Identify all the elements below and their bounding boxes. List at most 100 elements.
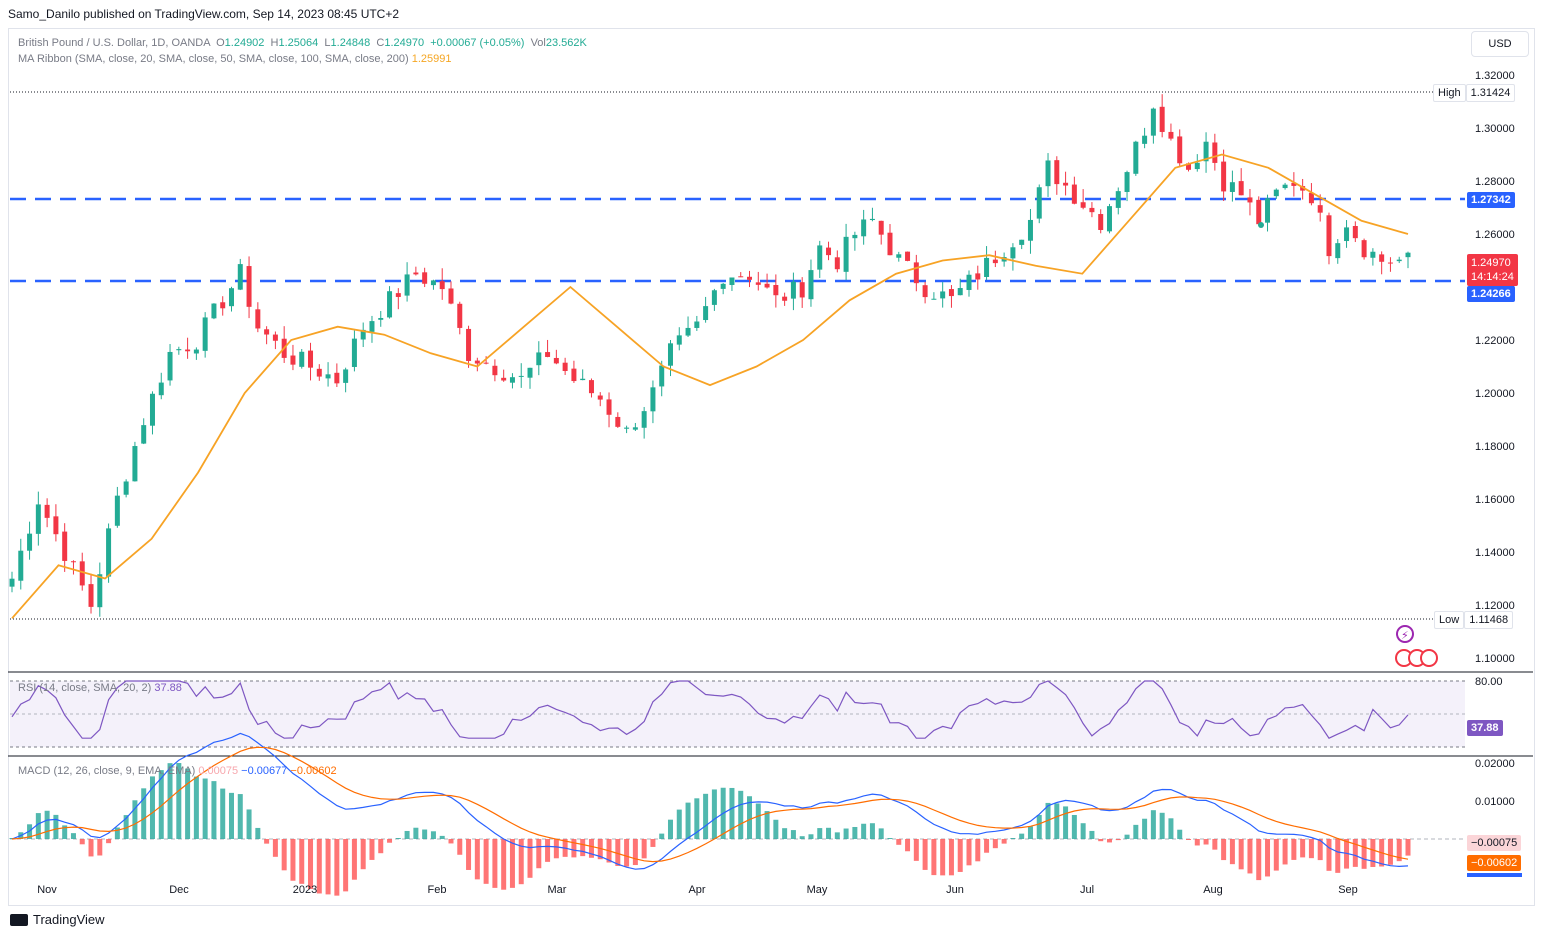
macd-bar [1036,814,1042,839]
candle-body [123,481,129,495]
macd-bar [650,839,656,847]
candle-body [808,270,814,300]
candle-body [852,234,858,239]
macd-bar [1177,829,1183,839]
macd-bar [281,839,287,871]
candle-body [729,277,735,285]
candle-body [404,274,410,296]
candle-body [106,528,112,577]
candle-body [747,276,753,280]
macd-bar [413,827,419,839]
candle-body [1159,106,1165,132]
x-tick-label: Nov [37,884,57,896]
ma-legend[interactable]: MA Ribbon (SMA, close, 20, SMA, close, 5… [18,53,452,65]
macd-line-tag [1467,873,1522,877]
macd-bar [1317,839,1323,861]
low-value: 1.24848 [330,37,371,49]
macd-bar [571,839,577,858]
y-tick-label: 1.32000 [1475,70,1515,82]
candle-body [1036,187,1042,219]
macd-bar [975,839,981,862]
current-price-tag: 1.24970 14:14:24 [1467,254,1518,286]
candle-body [360,329,366,340]
macd-bar [316,839,322,894]
macd-bar [1186,839,1192,840]
macd-bar [1308,839,1314,859]
lightning-glyph: ⚡ [1401,630,1409,642]
candle-body [711,290,717,305]
high-value: 1.25064 [278,37,319,49]
candle-body [62,531,68,561]
candle-body [773,285,779,296]
macd-bar [834,832,840,839]
lightning-icon [1396,625,1414,643]
macd-bar [1124,834,1130,839]
candle-body [9,578,15,587]
rsi-legend[interactable]: RSI (14, close, SMA, 20, 2) 37.88 [18,682,182,694]
candle-body [518,375,524,377]
candle-body [940,291,946,299]
x-tick-label: Jul [1080,884,1094,896]
macd-bar [141,788,147,839]
y-tick-label: 1.18000 [1475,441,1515,453]
flag-icon [1420,649,1438,667]
macd-bar [466,839,472,870]
x-tick-label: Sep [1338,884,1358,896]
macd-bar [966,839,972,866]
candle-body [676,335,682,345]
candle-body [615,416,621,427]
macd-bar [202,778,208,839]
macd-bar [1045,802,1051,839]
y-tick-label: 0.02000 [1475,758,1515,770]
x-tick-label: Mar [548,884,567,896]
macd-bar [387,839,393,843]
candle-body [343,369,349,383]
macd-bar [790,830,796,839]
candle-body [1396,259,1402,262]
macd-bar [228,792,234,839]
macd-bar [1335,839,1341,873]
candle-body [1212,142,1218,163]
macd-bar [624,839,630,867]
open-label: O [216,37,225,49]
macd-bar [211,781,217,839]
candle-body [957,288,963,296]
candle-body [334,372,340,384]
symbol-name[interactable]: British Pound / U.S. Dollar, 1D, OANDA [18,37,210,49]
x-tick-label: Jun [946,884,964,896]
candle-body [738,276,744,278]
macd-bar [378,839,384,854]
macd-bar [676,809,682,839]
candle-body [237,264,243,290]
candle-body [1168,131,1174,139]
macd-bar [931,839,937,876]
candle-body [1124,172,1130,192]
macd-bar [1405,839,1411,856]
candle-body [1133,141,1139,174]
open-value: 1.24902 [224,37,265,49]
brand-name: TradingView [33,912,105,927]
macd-bar [70,833,76,839]
macd-bar [79,839,85,845]
macd-bar [351,839,357,880]
high-tag-label: High [1433,84,1466,102]
macd-bar [176,763,182,839]
macd-bar [817,828,823,839]
candle-body [1344,227,1350,242]
candle-body [553,357,559,364]
currency-button[interactable]: USD [1471,31,1529,57]
macd-bar [1221,839,1227,861]
candle-body [948,289,954,297]
candle-body [1019,239,1025,245]
macd-histogram [9,763,1411,896]
macd-bar [1352,839,1358,867]
candle-body [764,283,770,288]
close-value: 1.24970 [384,37,425,49]
change-value: +0.00067 (+0.05%) [430,37,525,49]
footer-brand[interactable]: TradingView [10,912,105,927]
candle-body [562,362,568,372]
macd-bar [1159,812,1165,839]
macd-bar [272,839,278,857]
macd-legend[interactable]: MACD (12, 26, close, 9, EMA, EMA) 0.0007… [18,765,337,777]
